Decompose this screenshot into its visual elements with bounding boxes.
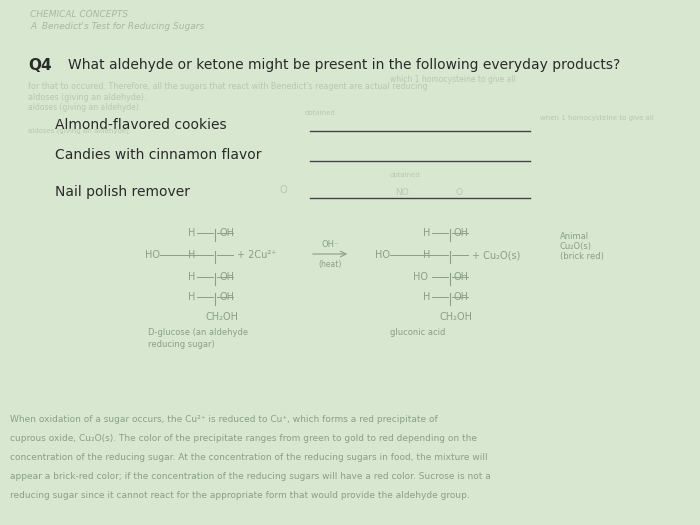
Text: aldoses (giving an aldehyde).: aldoses (giving an aldehyde). — [28, 93, 146, 102]
Text: HO: HO — [413, 272, 428, 282]
Text: reducing sugar): reducing sugar) — [148, 340, 215, 349]
Text: O: O — [455, 188, 462, 197]
Text: appear a brick-red color; if the concentration of the reducing sugars will have : appear a brick-red color; if the concent… — [10, 472, 491, 481]
Text: HO: HO — [145, 250, 160, 260]
Text: H: H — [188, 228, 195, 238]
Text: when 1 homocysteine to give all: when 1 homocysteine to give all — [540, 115, 654, 121]
Text: cuprous oxide, Cu₂O(s). The color of the precipitate ranges from green to gold t: cuprous oxide, Cu₂O(s). The color of the… — [10, 434, 477, 443]
Text: When oxidation of a sugar occurs, the Cu²⁺ is reduced to Cu⁺, which forms a red : When oxidation of a sugar occurs, the Cu… — [10, 415, 438, 424]
Text: aldoses (giving an aldehyde).: aldoses (giving an aldehyde). — [28, 128, 131, 134]
Text: CH₂OH: CH₂OH — [440, 312, 473, 322]
Text: HO: HO — [375, 250, 390, 260]
Text: obtained: obtained — [390, 172, 421, 178]
Text: OH: OH — [454, 228, 469, 238]
Text: Candies with cinnamon flavor: Candies with cinnamon flavor — [55, 148, 262, 162]
Text: reducing sugar since it cannot react for the appropriate form that would provide: reducing sugar since it cannot react for… — [10, 491, 470, 500]
Text: What aldehyde or ketone might be present in the following everyday products?: What aldehyde or ketone might be present… — [68, 58, 620, 72]
Text: Almond-flavored cookies: Almond-flavored cookies — [55, 118, 227, 132]
Text: OH: OH — [454, 272, 469, 282]
Text: (brick red): (brick red) — [560, 252, 604, 261]
Text: NO: NO — [395, 188, 409, 197]
Text: CH₂OH: CH₂OH — [205, 312, 238, 322]
Text: Q4: Q4 — [28, 58, 52, 73]
Text: + 2Cu²⁺: + 2Cu²⁺ — [237, 250, 276, 260]
Text: which 1 homocysteine to give all: which 1 homocysteine to give all — [390, 75, 516, 84]
Text: obtained: obtained — [305, 110, 336, 116]
Text: D-glucose (an aldehyde: D-glucose (an aldehyde — [148, 328, 248, 337]
Text: OH: OH — [219, 292, 234, 302]
Text: Animal: Animal — [560, 232, 589, 241]
Text: Cu₂O(s): Cu₂O(s) — [560, 242, 592, 251]
Text: concentration of the reducing sugar. At the concentration of the reducing sugars: concentration of the reducing sugar. At … — [10, 453, 488, 462]
Text: Nail polish remover: Nail polish remover — [55, 185, 190, 199]
Text: OH⁻: OH⁻ — [321, 240, 339, 249]
Text: H: H — [423, 292, 430, 302]
Text: OH: OH — [219, 228, 234, 238]
Text: for that to occured. Therefore, all the sugars that react with Benedict's reagen: for that to occured. Therefore, all the … — [28, 82, 428, 91]
Text: CHEMICAL CONCEPTS: CHEMICAL CONCEPTS — [30, 10, 128, 19]
Text: (heat): (heat) — [318, 260, 342, 269]
Text: H: H — [423, 228, 430, 238]
Text: H: H — [188, 292, 195, 302]
Text: O: O — [280, 185, 288, 195]
Text: + Cu₂O(s): + Cu₂O(s) — [472, 250, 520, 260]
Text: H: H — [188, 250, 195, 260]
Text: H: H — [423, 250, 430, 260]
Text: gluconic acid: gluconic acid — [390, 328, 445, 337]
Text: H: H — [188, 272, 195, 282]
Text: aldoses (giving an aldehyde).: aldoses (giving an aldehyde). — [28, 103, 141, 112]
Text: OH: OH — [219, 272, 234, 282]
Text: OH: OH — [454, 292, 469, 302]
Text: A  Benedict's Test for Reducing Sugars: A Benedict's Test for Reducing Sugars — [30, 22, 204, 31]
